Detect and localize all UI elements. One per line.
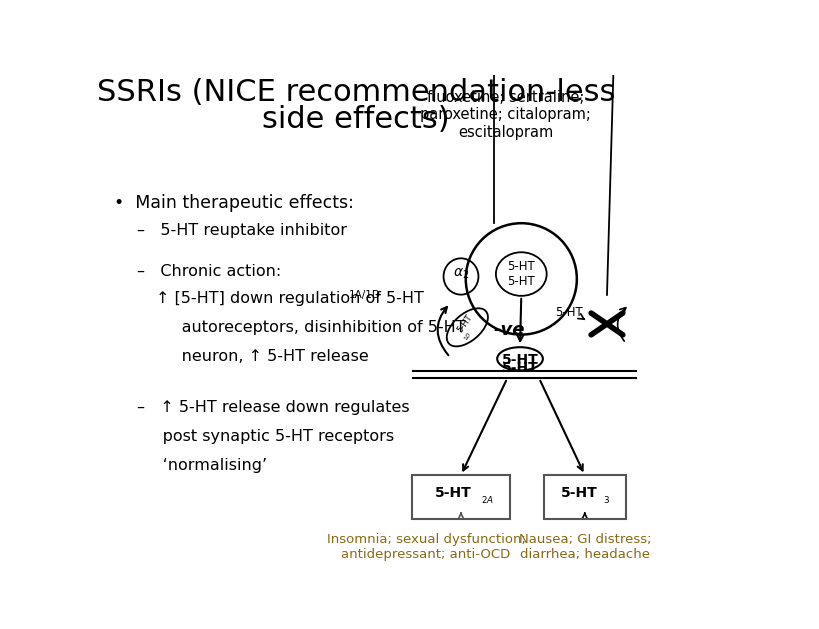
Text: neuron, ↑ 5-HT release: neuron, ↑ 5-HT release [156,349,369,364]
Text: 1A/1D: 1A/1D [349,289,381,299]
Text: 5-HT: 5-HT [502,353,538,367]
Text: $_{1D}$: $_{1D}$ [462,330,475,343]
Text: -ve: -ve [494,321,526,339]
Text: SSRIs (NICE recommendation-less: SSRIs (NICE recommendation-less [97,78,615,107]
Text: side effects): side effects) [262,104,450,133]
Text: 5-HT: 5-HT [456,313,475,334]
Text: $_3$: $_3$ [603,493,609,506]
Text: 5-HT: 5-HT [502,362,538,376]
Text: –   5-HT reuptake inhibitor: – 5-HT reuptake inhibitor [138,223,347,238]
Text: $_{2A}$: $_{2A}$ [482,493,495,506]
Text: 5-HT: 5-HT [435,486,472,500]
Text: $\alpha_2$: $\alpha_2$ [453,267,469,281]
Text: •  Main therapeutic effects:: • Main therapeutic effects: [114,194,354,212]
Text: 5-HT: 5-HT [508,260,535,273]
Text: 5-HT: 5-HT [555,306,583,320]
Text: post synaptic 5-HT receptors: post synaptic 5-HT receptors [138,429,395,444]
Text: fluoxetine; sertraline;
paroxetine; citalopram;
escitalopram: fluoxetine; sertraline; paroxetine; cita… [420,90,590,140]
Text: 5-HT: 5-HT [561,486,598,500]
Text: 5-HT: 5-HT [508,275,535,288]
Text: autoreceptors, disinhibition of 5-HT: autoreceptors, disinhibition of 5-HT [156,320,466,335]
Text: –   Chronic action:: – Chronic action: [138,264,282,279]
Text: Nausea; GI distress;
diarrhea; headache: Nausea; GI distress; diarrhea; headache [518,533,651,561]
Text: ‘normalising’: ‘normalising’ [138,458,267,473]
Text: –   ↑ 5-HT release down regulates: – ↑ 5-HT release down regulates [138,400,410,415]
Text: ↑ [5-HT] down regulation of 5-HT: ↑ [5-HT] down regulation of 5-HT [156,291,424,306]
Text: Insomnia; sexual dysfunction;
antidepressant; anti-OCD: Insomnia; sexual dysfunction; antidepres… [327,533,526,561]
